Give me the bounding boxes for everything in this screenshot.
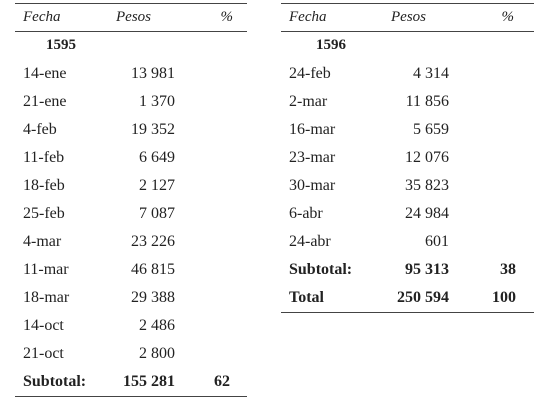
fecha-cell: 18-mar xyxy=(23,289,70,306)
subtotal-pct: 62 xyxy=(214,373,230,390)
pesos-cell: 35 823 xyxy=(405,177,449,194)
fecha-cell: 16-mar xyxy=(289,121,336,138)
header-fecha: Fecha xyxy=(289,9,327,25)
table-header: Fecha Pesos % xyxy=(15,4,247,32)
year-label: 1595 xyxy=(46,37,76,53)
pesos-cell: 2 486 xyxy=(139,317,175,334)
fecha-cell: 21-oct xyxy=(23,345,64,362)
fecha-cell: 14-ene xyxy=(23,65,67,82)
fecha-cell: 24-abr xyxy=(289,233,331,250)
pesos-cell: 23 226 xyxy=(131,233,175,250)
total-label: Total xyxy=(289,289,324,306)
table-row: 21-oct 2 800 xyxy=(15,340,247,368)
pesos-cell: 24 984 xyxy=(405,205,449,222)
total-pct: 100 xyxy=(492,289,516,306)
pesos-cell: 11 856 xyxy=(405,93,449,110)
table-row: 11-feb 6 649 xyxy=(15,144,247,172)
fecha-cell: 30-mar xyxy=(289,177,336,194)
fecha-cell: 23-mar xyxy=(289,149,336,166)
pesos-cell: 6 649 xyxy=(139,149,175,166)
fecha-cell: 14-oct xyxy=(23,317,64,334)
subtotal-pesos: 95 313 xyxy=(405,261,449,278)
fecha-cell: 2-mar xyxy=(289,93,328,110)
table-row: 25-feb 7 087 xyxy=(15,200,247,228)
fecha-cell: 6-abr xyxy=(289,205,323,222)
table-row: 11-mar 46 815 xyxy=(15,256,247,284)
pesos-cell: 46 815 xyxy=(131,261,175,278)
fecha-cell: 21-ene xyxy=(23,93,67,110)
header-pct: % xyxy=(220,9,234,25)
table-row: 24-feb 4 314 xyxy=(281,60,534,88)
fecha-cell: 4-mar xyxy=(23,233,62,250)
fecha-cell: 4-feb xyxy=(23,121,57,138)
table-row: 23-mar 12 076 xyxy=(281,144,534,172)
pesos-cell: 13 981 xyxy=(131,65,175,82)
table-row: 16-mar 5 659 xyxy=(281,116,534,144)
table-row: 18-feb 2 127 xyxy=(15,172,247,200)
table-row: 24-abr 601 xyxy=(281,228,534,256)
table-row: 14-oct 2 486 xyxy=(15,312,247,340)
subtotal-pct: 38 xyxy=(500,261,516,278)
year-row: 1596 xyxy=(281,32,534,60)
subtotal-row: Subtotal: 155 281 62 xyxy=(15,368,247,396)
fecha-cell: 11-mar xyxy=(23,261,69,278)
fecha-cell: 24-feb xyxy=(289,65,331,82)
table-row: 6-abr 24 984 xyxy=(281,200,534,228)
total-pesos: 250 594 xyxy=(397,289,449,306)
fecha-cell: 11-feb xyxy=(23,149,65,166)
table-1595: Fecha Pesos % 1595 14-ene 13 981 21-ene 1 … xyxy=(15,3,247,397)
subtotal-label: Subtotal: xyxy=(289,261,353,278)
table-row: 14-ene 13 981 xyxy=(15,60,247,88)
subtotal-label: Subtotal: xyxy=(23,373,87,390)
header-pesos: Pesos xyxy=(116,9,151,25)
table-row: 4-feb 19 352 xyxy=(15,116,247,144)
header-pct: % xyxy=(501,9,515,25)
subtotal-pesos: 155 281 xyxy=(123,373,175,390)
pesos-cell: 29 388 xyxy=(131,289,175,306)
pesos-cell: 7 087 xyxy=(139,205,175,222)
table-row: 30-mar 35 823 xyxy=(281,172,534,200)
table-row: 2-mar 11 856 xyxy=(281,88,534,116)
fecha-cell: 18-feb xyxy=(23,177,65,194)
pesos-cell: 2 800 xyxy=(139,345,175,362)
total-row: Total 250 594 100 xyxy=(281,284,534,312)
pesos-cell: 1 370 xyxy=(139,93,175,110)
year-label: 1596 xyxy=(316,37,346,53)
pesos-cell: 601 xyxy=(425,233,449,250)
pesos-cell: 12 076 xyxy=(405,149,449,166)
table-1596: Fecha Pesos % 1596 24-feb 4 314 2-mar 11 8… xyxy=(281,3,534,313)
pesos-cell: 19 352 xyxy=(131,121,175,138)
header-fecha: Fecha xyxy=(23,9,61,25)
pesos-cell: 4 314 xyxy=(413,65,449,82)
year-row: 1595 xyxy=(15,32,247,60)
header-pesos: Pesos xyxy=(391,9,426,25)
table-header: Fecha Pesos % xyxy=(281,4,534,32)
fecha-cell: 25-feb xyxy=(23,205,65,222)
table-row: 18-mar 29 388 xyxy=(15,284,247,312)
pesos-cell: 5 659 xyxy=(413,121,449,138)
pesos-cell: 2 127 xyxy=(139,177,175,194)
table-row: 21-ene 1 370 xyxy=(15,88,247,116)
table-row: 4-mar 23 226 xyxy=(15,228,247,256)
subtotal-row: Subtotal: 95 313 38 xyxy=(281,256,534,284)
